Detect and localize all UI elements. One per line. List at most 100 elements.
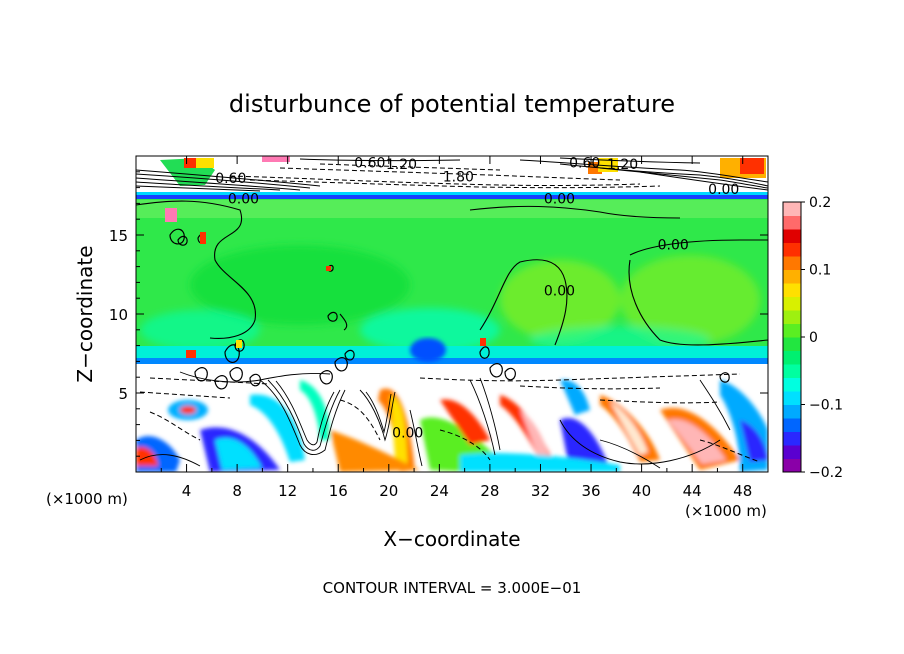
colorbar-tick-label: −0.1 — [809, 398, 843, 414]
colorbar-swatch — [783, 283, 801, 297]
band-patch — [620, 255, 760, 345]
x-tick-label: 40 — [632, 482, 651, 500]
contour-label: 0.00 — [392, 426, 423, 442]
colorbar-swatch — [783, 404, 801, 419]
lower-patch — [610, 402, 648, 455]
lower-patch — [440, 399, 490, 445]
colorbar: 0.2 0.1 0 −0.1 −0.2 — [782, 195, 843, 481]
contour-label: 0.00 — [544, 192, 575, 208]
colorbar-swatch — [783, 337, 801, 351]
x-tick-label: 36 — [581, 482, 600, 500]
band-patch — [360, 308, 500, 352]
x-tick-label: 24 — [430, 482, 449, 500]
y-axis-label: Z−coordinate — [73, 245, 97, 382]
cluster-color-spots — [165, 208, 486, 358]
upper-color-patch — [740, 158, 764, 174]
lower-patch — [330, 430, 420, 472]
x-axis-label: X−coordinate — [383, 527, 520, 551]
colorbar-swatch — [783, 377, 801, 392]
lower-patch — [520, 410, 550, 462]
upper-dashed-contours — [229, 163, 661, 189]
lower-patch — [180, 406, 196, 414]
colorbar-ticks: 0.2 0.1 0 −0.1 −0.2 — [801, 195, 843, 481]
band-lower-blue — [136, 358, 768, 364]
contour-label: 0.00 — [544, 283, 575, 299]
x-unit-left: (×1000 m) — [46, 490, 128, 508]
lower-dashed-contours — [139, 373, 761, 463]
x-tick-label: 28 — [480, 482, 499, 500]
heatmap-lower-zone — [136, 208, 768, 472]
x-tick-label: 48 — [733, 482, 752, 500]
lower-patch — [215, 437, 262, 470]
contour-label: 0.60 — [569, 155, 600, 171]
lower-patch — [250, 394, 305, 462]
lower-patch — [560, 379, 590, 415]
colorbar-tick-label: −0.2 — [809, 465, 843, 481]
colorbar-swatch — [783, 269, 801, 284]
contour-label: 0.00 — [228, 192, 259, 208]
colorbar-swatch — [783, 364, 801, 378]
heatmap-upper-zone — [136, 156, 768, 192]
band-patch — [140, 310, 260, 350]
colorbar-swatch — [783, 242, 801, 257]
contour-label: 1.20 — [386, 157, 417, 173]
x-tick-label: 4 — [182, 482, 192, 500]
contour-label: 1.80 — [443, 170, 474, 186]
x-tick-label: 16 — [329, 482, 348, 500]
contour-label: 0.60 — [215, 171, 246, 187]
zero-contours — [136, 200, 768, 346]
band-top-cyan-line — [136, 192, 768, 195]
heatmap-mid-band — [136, 192, 768, 366]
colorbar-swatch — [783, 215, 801, 230]
colorbar-swatch — [783, 323, 801, 338]
x-axis: 4 8 12 16 20 24 28 32 36 40 44 48 — [160, 156, 752, 500]
colorbar-swatch — [783, 256, 801, 270]
colorbar-swatches — [783, 202, 801, 473]
lower-patch — [740, 420, 768, 462]
contour-labels: 0.60 1.201.800.60 1.200.600.000.000.000.00… — [215, 155, 739, 442]
lower-patch — [460, 453, 620, 472]
colorbar-swatch — [783, 296, 801, 311]
turbulence-clusters — [169, 228, 730, 390]
y-tick-label: 15 — [109, 227, 128, 245]
colorbar-swatch — [783, 229, 801, 243]
lower-patch — [390, 395, 408, 470]
band-patch — [190, 245, 410, 325]
lower-patch — [136, 446, 158, 466]
colorbar-swatch — [783, 458, 801, 473]
band-blue-spot — [410, 338, 446, 362]
x-tick-label: 12 — [278, 482, 297, 500]
y-axis: 5 10 15 — [109, 171, 768, 457]
contour-label: 0.00 — [658, 237, 689, 253]
contour-interval-footer: CONTOUR INTERVAL = 3.000E−01 — [323, 579, 582, 597]
upper-color-patch — [196, 158, 214, 168]
contour-label: 1.20 — [607, 157, 638, 173]
colorbar-swatch — [783, 350, 801, 365]
colorbar-swatch — [783, 431, 801, 446]
lower-patch — [668, 419, 726, 464]
x-tick-label: 32 — [531, 482, 550, 500]
colorbar-tick-label: 0.1 — [809, 263, 831, 279]
lower-patch — [300, 380, 330, 440]
colorbar-swatch — [783, 418, 801, 432]
colorbar-swatch — [783, 310, 801, 324]
colorbar-swatch — [783, 445, 801, 459]
x-tick-label: 44 — [683, 482, 702, 500]
band-top-blue-line — [136, 195, 768, 199]
colorbar-tick-label: 0.2 — [809, 195, 831, 211]
y-tick-label: 10 — [109, 306, 128, 324]
contour-label: 0.00 — [708, 182, 739, 198]
colorbar-tick-label: 0 — [809, 330, 818, 346]
plot-area: 0.60 1.201.800.60 1.200.600.000.000.000.00… — [136, 155, 768, 472]
colorbar-swatch — [783, 202, 801, 216]
upper-contour-lines — [136, 157, 768, 192]
upper-color-patch — [184, 158, 196, 168]
x-unit-right: (×1000 m) — [685, 502, 767, 520]
x-tick-label: 20 — [379, 482, 398, 500]
lower-contour-lines — [139, 371, 731, 469]
colorbar-swatch — [783, 391, 801, 405]
contour-label: 0.60 — [354, 155, 385, 171]
y-tick-label: 5 — [118, 385, 128, 403]
x-tick-label: 8 — [232, 482, 242, 500]
